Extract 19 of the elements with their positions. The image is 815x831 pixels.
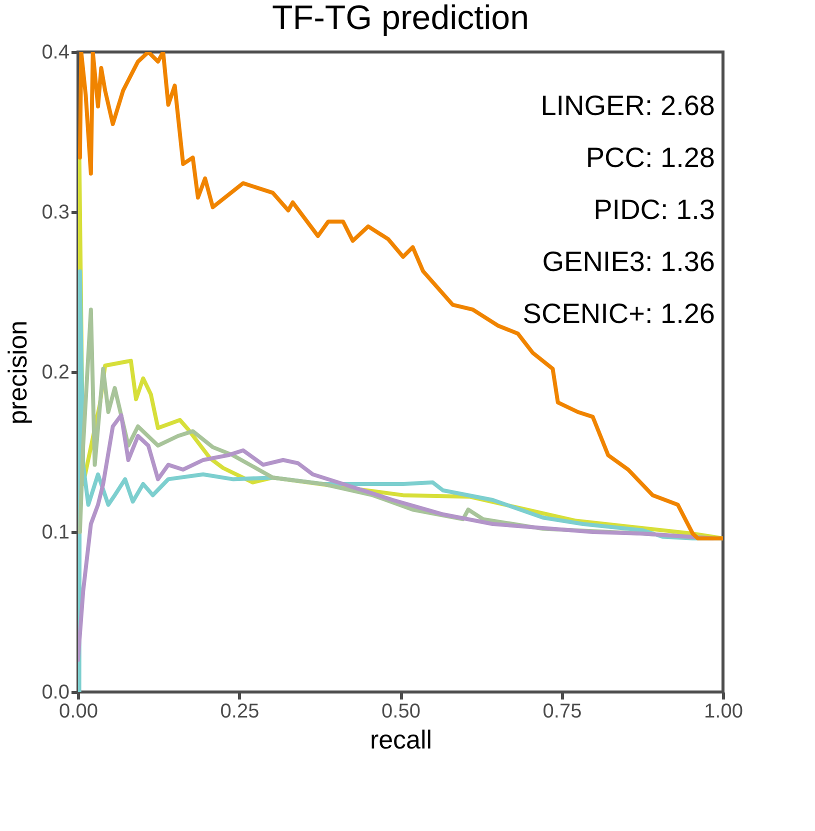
y-tick-label: 0.3 [42,202,70,224]
y-tick-label: 0.2 [42,362,70,384]
y-tick-label: 0.0 [42,682,70,704]
annotation: SCENIC+: 1.26 [522,298,715,329]
x-axis-title: recall [370,724,432,754]
x-tick-label: 0.00 [59,700,98,722]
annotation: PIDC: 1.3 [594,194,715,225]
chart-title: TF-TG prediction [272,0,529,37]
y-tick-label: 0.1 [42,522,70,544]
y-axis-title: precision [2,320,33,425]
x-tick-label: 0.25 [220,700,260,722]
annotation: LINGER: 2.68 [540,90,715,121]
annotation: PCC: 1.28 [586,142,715,173]
y-tick-label: 0.4 [42,42,70,64]
x-tick-label: 0.75 [542,700,582,722]
x-tick-label: 0.50 [382,700,420,722]
line-series [78,52,723,540]
annotation: GENIE3: 1.36 [542,246,715,277]
x-tick-label: 1.00 [704,700,743,722]
